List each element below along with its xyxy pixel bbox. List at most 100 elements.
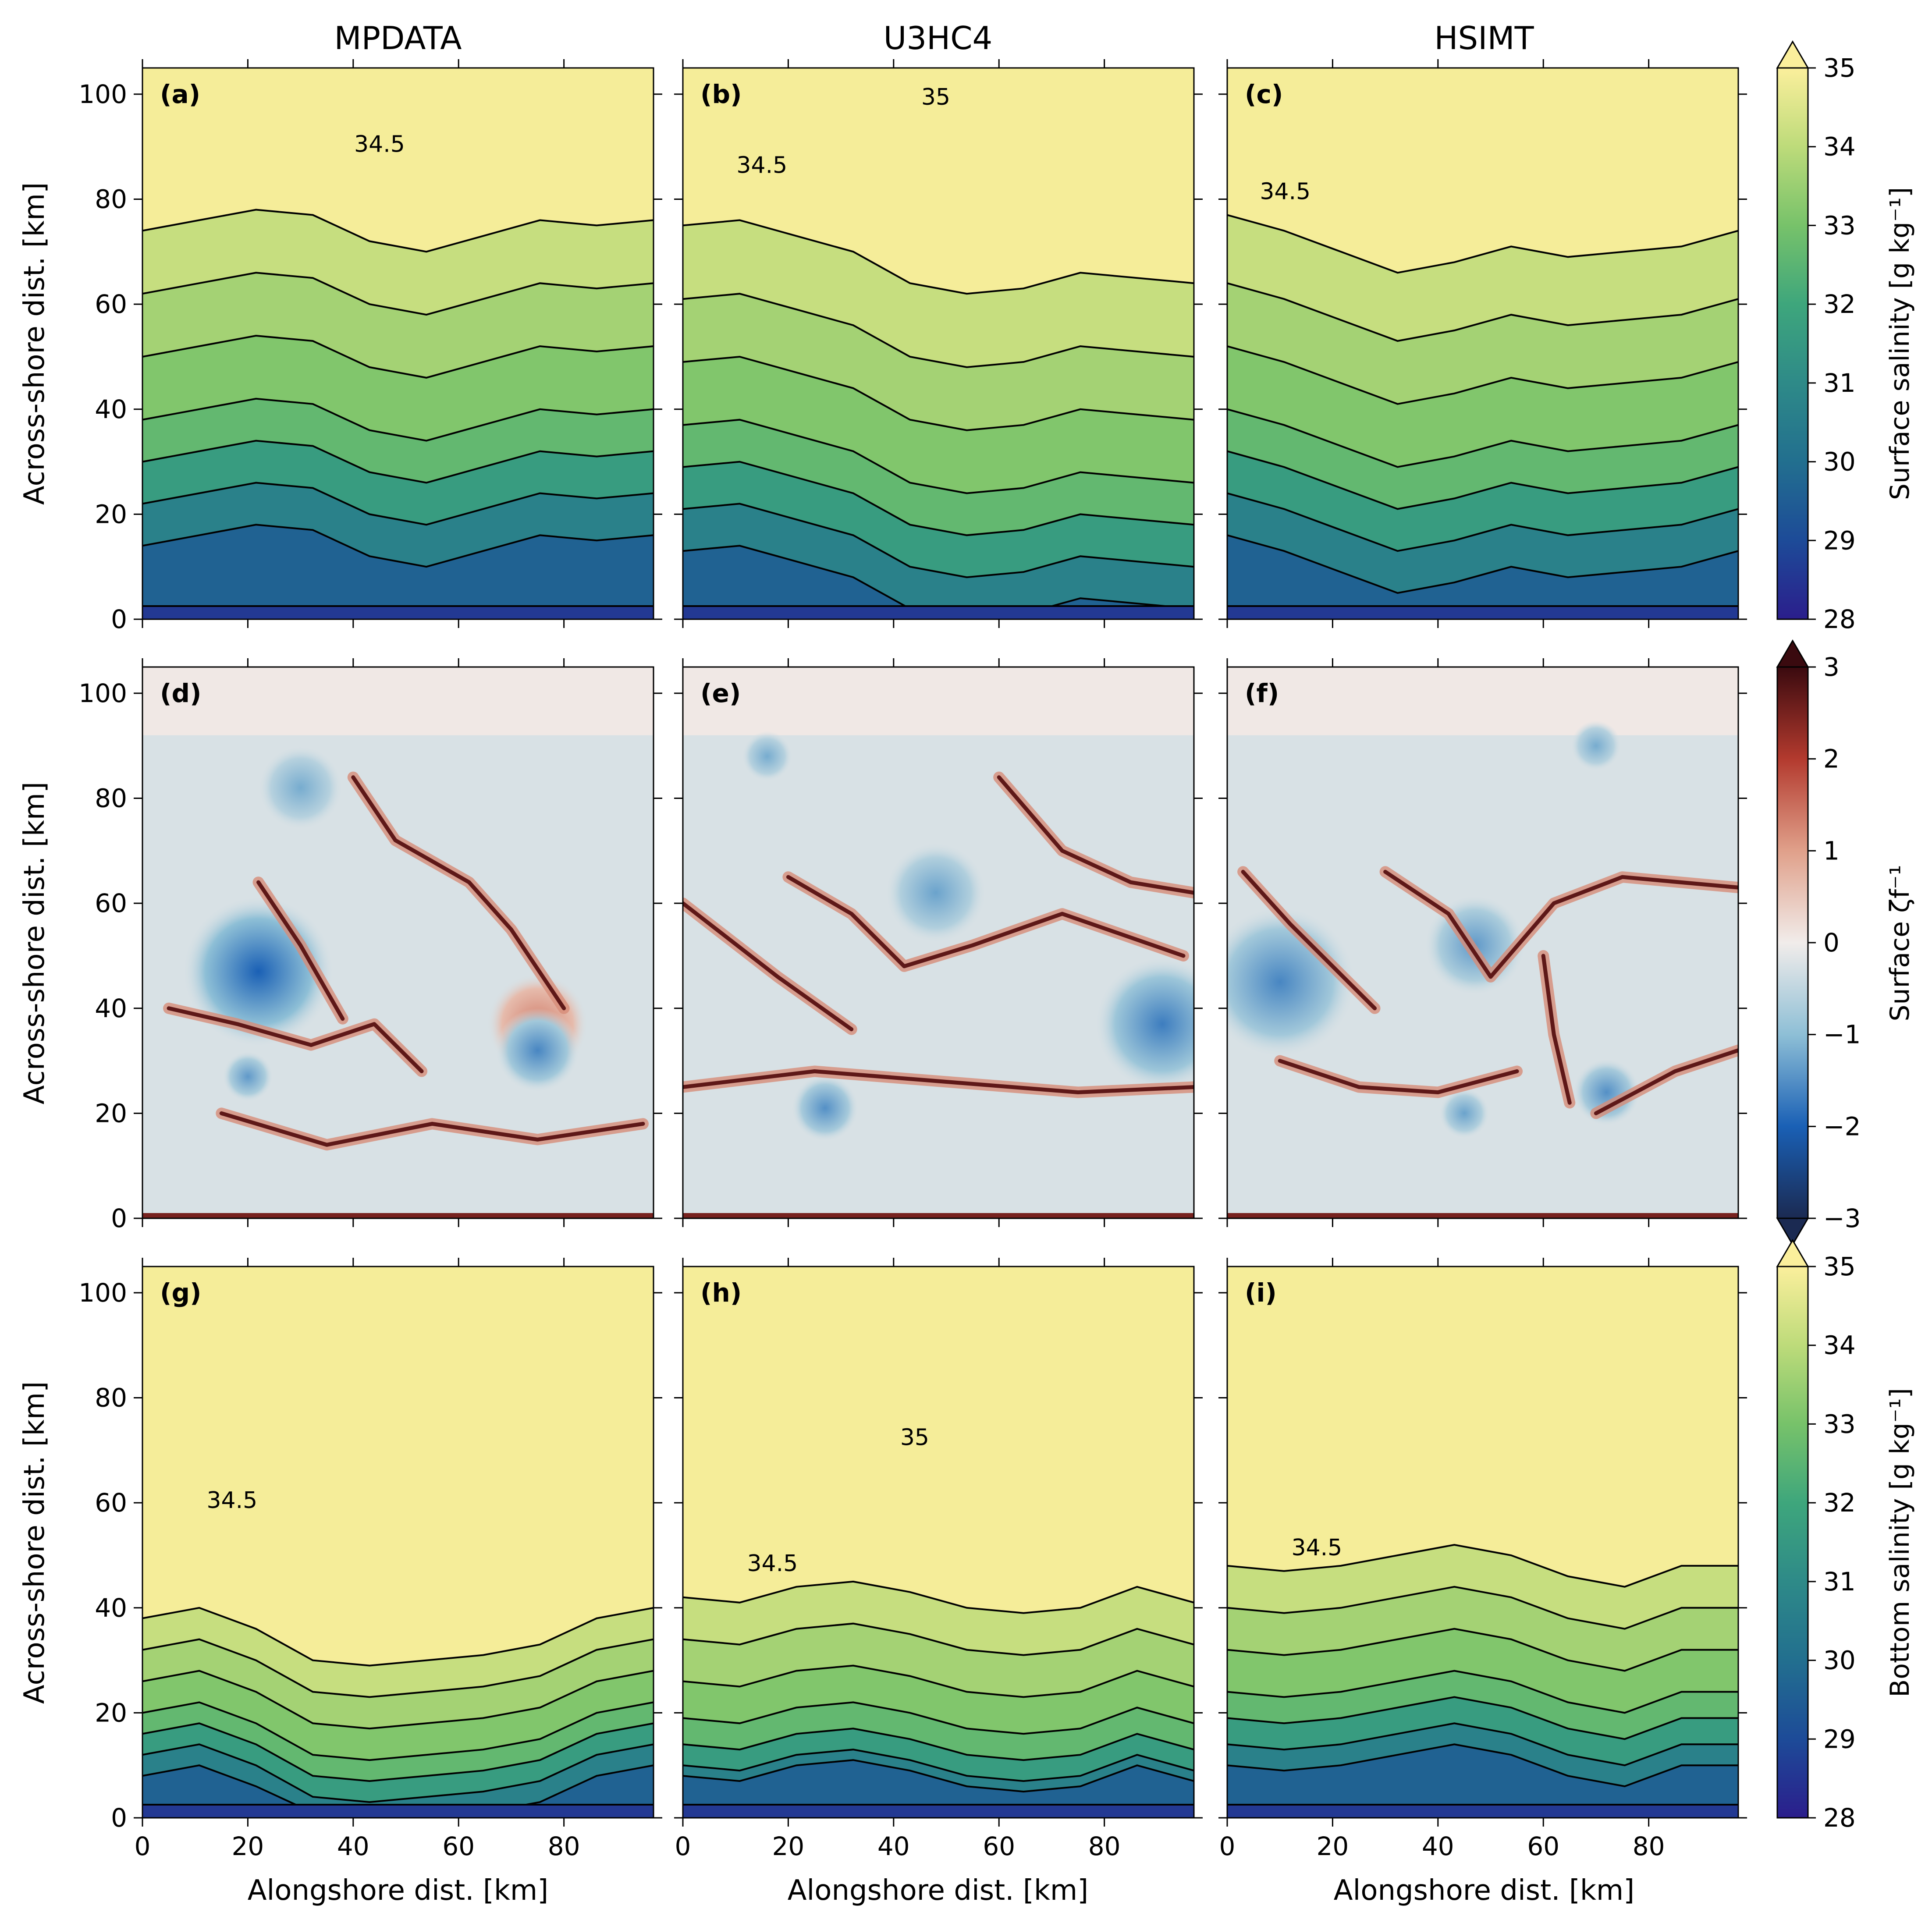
- y-tick-label: 40: [95, 1593, 127, 1623]
- contour-label: 35: [900, 1424, 929, 1451]
- x-tick-label: 20: [772, 1831, 805, 1861]
- y-tick-label: 100: [78, 678, 127, 708]
- vorticity-front: [997, 775, 1194, 895]
- colorbar-tick-label: 33: [1823, 210, 1856, 240]
- colorbar-bottom-salinity: 28 29 30 31 32 33 34 35: [1776, 1239, 1856, 1833]
- salinity-contour: [142, 334, 653, 379]
- salinity-contour: [142, 1638, 653, 1698]
- panel-letter: (i): [1245, 1278, 1277, 1308]
- colorbar-tick-label: 34: [1823, 1330, 1856, 1360]
- panel-frame: [682, 67, 1195, 620]
- y-tick-label: 100: [78, 1278, 127, 1308]
- panel-letter: (e): [700, 678, 741, 708]
- salinity-contour: [1227, 1722, 1738, 1767]
- panel-content: [1227, 1267, 1738, 1818]
- panel-frame: [142, 666, 654, 1219]
- salinity-contour: [142, 440, 653, 484]
- x-tick-label: 0: [135, 1831, 151, 1861]
- salinity-contour: [142, 209, 653, 253]
- x-tick-label: 60: [1527, 1831, 1559, 1861]
- salinity-band: [142, 525, 653, 619]
- colorbar-tick-label: −1: [1823, 1020, 1861, 1050]
- x-axis-label-col1: Alongshore dist. [km]: [248, 1874, 548, 1907]
- salinity-contour: [683, 461, 1194, 536]
- panel-a: 34.5 (a) 0 20 40 60 80 100: [78, 59, 662, 634]
- vorticity-wall-band: [1227, 1213, 1738, 1218]
- y-tick-label: 20: [95, 1098, 127, 1128]
- panel-frame: [682, 1266, 1195, 1819]
- salinity-contour: [1227, 492, 1738, 552]
- salinity-contour: [683, 503, 1194, 578]
- vorticity-quiet-zone: [142, 667, 653, 735]
- salinity-contour: [683, 219, 1194, 295]
- colorbar-tick-label: 35: [1823, 53, 1856, 83]
- colorbar-tick-label: 28: [1823, 1803, 1856, 1833]
- vorticity-front: [1383, 869, 1738, 979]
- colorbar-surface-salinity: 28 29 30 31 32 33 34 35: [1776, 40, 1856, 634]
- vorticity-front: [219, 1111, 645, 1147]
- salinity-contour: [142, 397, 653, 442]
- salinity-contour: [142, 482, 653, 526]
- colorbar-tick-label: 2: [1823, 744, 1840, 774]
- panel-f: (f): [1218, 658, 1747, 1227]
- salinity-contour: [683, 419, 1194, 494]
- colorbar-tick-label: 32: [1823, 289, 1856, 319]
- salinity-contour: [1227, 282, 1738, 342]
- colorbar-tick-label: −2: [1823, 1111, 1861, 1141]
- vorticity-front: [256, 880, 345, 1021]
- vorticity-front: [1594, 1048, 1738, 1115]
- contour-label: 34.5: [354, 131, 405, 158]
- y-tick-label: 80: [95, 1383, 127, 1413]
- y-tick-label: 80: [95, 184, 127, 214]
- x-tick-label: 20: [1317, 1831, 1349, 1861]
- salinity-contour: [683, 1749, 1194, 1782]
- contour-label: 34.5: [747, 1550, 798, 1577]
- panel-content: [683, 68, 1194, 619]
- panel-letter: (b): [700, 79, 742, 109]
- column-title-u3hc4: U3HC4: [884, 20, 993, 57]
- panel-e: (e): [674, 658, 1203, 1227]
- salinity-contour: [1227, 1628, 1738, 1672]
- salinity-contour: [142, 1722, 653, 1782]
- vorticity-eddy: [885, 842, 987, 944]
- colorbar-tick-label: 29: [1823, 525, 1856, 555]
- panel-g: 34.5 (g) 0 20 40 60 80 0 20 40 60 80 100: [78, 1258, 662, 1861]
- colorbar-tick-label: 29: [1823, 1724, 1856, 1754]
- coastal-band: [683, 606, 1194, 619]
- y-tick-label: 40: [95, 993, 127, 1023]
- panel-frame: [682, 666, 1195, 1219]
- salinity-contour: [1227, 1586, 1738, 1630]
- y-tick-label: 80: [95, 784, 127, 813]
- y-tick-label: 0: [111, 1803, 127, 1833]
- salinity-band: [1227, 535, 1738, 619]
- colorbar-extend-max: [1776, 639, 1809, 668]
- coastal-band: [142, 1805, 653, 1818]
- vorticity-quiet-zone: [683, 667, 1194, 735]
- salinity-contour: [1227, 408, 1738, 468]
- x-tick-label: 20: [232, 1831, 264, 1861]
- column-title-mpdata: MPDATA: [334, 20, 462, 57]
- salinity-contour: [1227, 1543, 1738, 1588]
- y-tick-label: 40: [95, 394, 127, 424]
- colorbar-tick-label: 0: [1823, 928, 1840, 958]
- x-tick-label: 0: [675, 1831, 691, 1861]
- vorticity-front: [1541, 954, 1572, 1105]
- vorticity-eddy: [222, 1051, 273, 1102]
- salinity-contour: [683, 293, 1194, 368]
- vorticity-wall-band: [142, 1213, 653, 1218]
- x-tick-label: 40: [1422, 1831, 1454, 1861]
- panel-c: 34.5 (c): [1218, 59, 1747, 628]
- panel-letter: (d): [160, 678, 202, 708]
- y-tick-label: 0: [111, 604, 127, 634]
- contour-label: 34.5: [1260, 179, 1310, 205]
- panel-content: [142, 68, 653, 619]
- salinity-contour: [142, 524, 653, 568]
- y-tick-label: 0: [111, 1203, 127, 1233]
- salinity-band: [683, 1760, 1194, 1818]
- colorbar-extend-min: [1776, 1217, 1809, 1246]
- colorbars-layer: 28 29 30 31 32 33 34 35 −3 −2 −1 0 1 2 3 28 29 30 31 32 33 34…: [1776, 40, 1861, 1833]
- salinity-contour: [142, 1607, 653, 1667]
- colorbar-tick-label: −3: [1823, 1203, 1861, 1233]
- salinity-band: [683, 546, 1194, 619]
